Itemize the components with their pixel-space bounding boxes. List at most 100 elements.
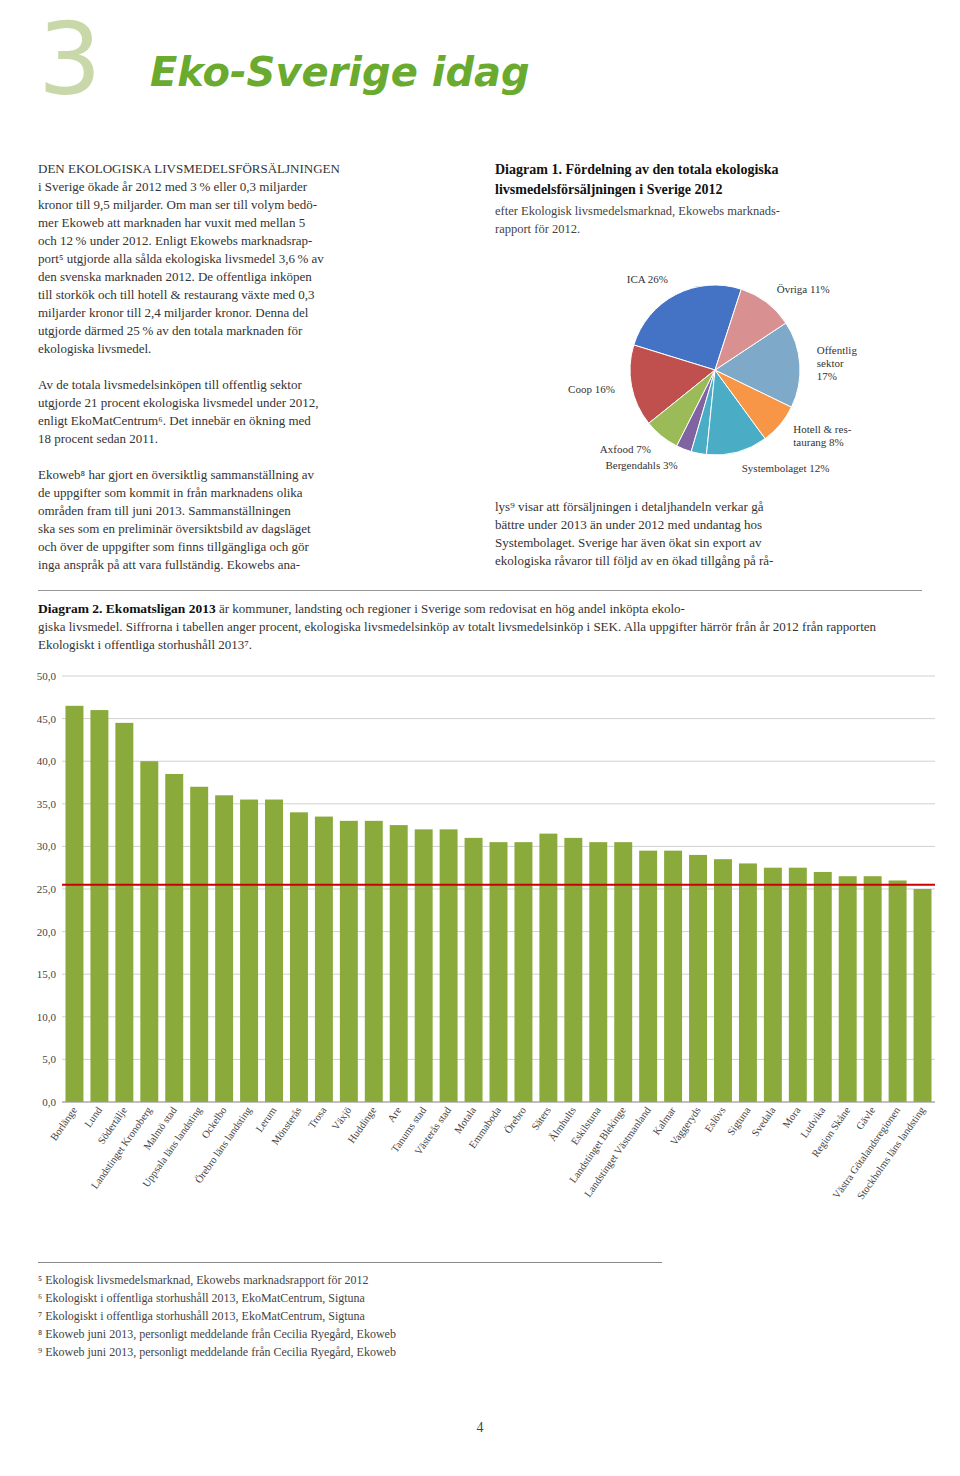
bars	[62, 706, 935, 1102]
right-text: lys⁹ visar att försäljningen i detaljhan…	[495, 498, 935, 570]
pie-label: Offentligsektor17%	[817, 344, 858, 382]
bar-header: Diagram 2. Ekomatsligan 2013 är kommuner…	[38, 600, 922, 654]
pie-label: Hotell & res-taurang 8%	[793, 423, 851, 448]
x-tick-label: Örebro	[502, 1105, 528, 1136]
text-line: ekologiska livsmedel.	[38, 340, 468, 358]
footnote: ⁸ Ekoweb juni 2013, personligt meddeland…	[38, 1325, 662, 1343]
text-line: Ekoweb⁸ har gjort en översiktlig sammans…	[38, 466, 468, 484]
pie-label: Axfood 7%	[600, 443, 651, 455]
bar	[490, 842, 508, 1102]
bar	[65, 706, 83, 1102]
bar	[190, 787, 208, 1102]
pie-label-line: taurang 8%	[793, 436, 843, 448]
bar	[140, 761, 158, 1102]
bar	[415, 829, 433, 1102]
grid-line	[62, 676, 935, 677]
page-title: Eko-Sverige idag	[150, 48, 530, 96]
pie-header: Diagram 1. Fördelning av den totala ekol…	[495, 160, 935, 238]
x-tick-label: Landstinget Västmanland	[582, 1104, 653, 1199]
paragraph: Av de totala livsmedelsinköpen till offe…	[38, 376, 468, 448]
text-line: och över de uppgifter som finns tillgäng…	[38, 538, 468, 556]
separator	[38, 590, 922, 591]
bar	[240, 800, 258, 1102]
wedges	[630, 285, 800, 455]
text-line: enligt EkoMatCentrum⁶. Det innebär en ök…	[38, 412, 468, 430]
pie-label-line: Coop 16%	[568, 383, 615, 395]
footnote: ⁶ Ekologiskt i offentliga storhushåll 20…	[38, 1289, 662, 1307]
x-tick-label: Mönsterås	[269, 1105, 303, 1147]
grid-line	[62, 718, 935, 719]
text-line: den svenska marknaden 2012. De offentlig…	[38, 268, 468, 286]
bar	[614, 842, 632, 1102]
x-tick-label: Borlänge	[48, 1105, 79, 1143]
x-tick-label: Örebro läns landsting	[193, 1104, 254, 1185]
text-line: inga anspråk på att vara fullständig. Ek…	[38, 556, 468, 574]
x-tick-label: Säters	[529, 1105, 553, 1132]
bar	[90, 710, 108, 1102]
pie-label-line: 17%	[817, 370, 837, 382]
text-line: bättre under 2013 än under 2012 med unda…	[495, 516, 935, 534]
bar	[215, 795, 233, 1102]
paragraph: Ekoweb⁸ har gjort en översiktlig sammans…	[38, 466, 468, 574]
text-line: Av de totala livsmedelsinköpen till offe…	[38, 376, 468, 394]
y-tick-label: 30,0	[37, 840, 57, 852]
bar	[465, 838, 483, 1102]
footnotes: ⁵ Ekologisk livsmedelsmarknad, Ekowebs m…	[38, 1262, 662, 1361]
x-tick-label: Växjö	[330, 1105, 354, 1132]
y-tick-label: 20,0	[37, 926, 57, 938]
bar	[814, 872, 832, 1102]
text-line: utgjorde 21 procent ekologiska livsmedel…	[38, 394, 468, 412]
y-tick-label: 45,0	[37, 713, 57, 725]
text-line: Systembolaget. Sverige har även ökat sin…	[495, 534, 935, 552]
bar	[390, 825, 408, 1102]
x-tick-label: Västerås stad	[412, 1104, 453, 1157]
grid-line	[62, 761, 935, 762]
text-line: port⁵ utgjorde alla sålda ekologiska liv…	[38, 250, 468, 268]
x-tick-label: Motala	[452, 1105, 478, 1136]
text-line: DEN EKOLOGISKA LIVSMEDELSFÖRSÄLJNINGEN	[38, 160, 468, 178]
chart-subtitle: efter Ekologisk livsmedelsmarknad, Ekowe…	[495, 203, 935, 238]
x-tick-label: Stockholms läns landsting	[855, 1104, 928, 1201]
x-tick-label: Vaggeryds	[668, 1105, 702, 1148]
bar	[115, 723, 133, 1102]
y-tick-label: 50,0	[37, 670, 57, 682]
bar	[290, 812, 308, 1102]
bar-chart: 0,05,010,015,020,025,030,035,040,045,050…	[0, 662, 960, 1252]
text-line: i Sverige ökade år 2012 med 3 % eller 0,…	[38, 178, 468, 196]
text-line: kronor till 9,5 miljarder. Om man ser ti…	[38, 196, 468, 214]
text-line: områden fram till juni 2013. Sammanställ…	[38, 502, 468, 520]
x-tick-label: Huddinge	[346, 1105, 379, 1146]
pie-label: ICA 26%	[627, 273, 668, 285]
pie-label-line: Övriga 11%	[777, 283, 830, 295]
text-line: miljarder kronor till 2,4 miljarder kron…	[38, 304, 468, 322]
bar	[440, 829, 458, 1102]
text-line: ekologiska råvaror till följd av en ökad…	[495, 552, 935, 570]
bar	[365, 821, 383, 1102]
y-tick-label: 40,0	[37, 755, 57, 767]
bar	[889, 880, 907, 1102]
spacer	[216, 601, 219, 616]
pie-label: Bergendahls 3%	[605, 459, 677, 471]
pie-label-line: ICA 26%	[627, 273, 668, 285]
y-tick-label: 0,0	[42, 1096, 56, 1108]
pie-label: Systembolaget 12%	[742, 462, 830, 474]
bar	[514, 842, 532, 1102]
x-tick-label: Trosa	[306, 1105, 329, 1131]
footnote: ⁹ Ekoweb juni 2013, personligt meddeland…	[38, 1343, 662, 1361]
pie-label-line: Hotell & res-	[793, 423, 851, 435]
page-header-number: 3	[38, 0, 102, 120]
x-tick-label: Lund	[82, 1104, 104, 1129]
x-axis: BorlängeLundSödertäljeLandstinget Kronob…	[48, 1104, 928, 1201]
bar	[864, 876, 882, 1102]
text-line: mer Ekoweb att marknaden har vuxit med m…	[38, 214, 468, 232]
footnote: ⁷ Ekologiskt i offentliga storhushåll 20…	[38, 1307, 662, 1325]
text-line: ska ses som en preliminär översiktsbild …	[38, 520, 468, 538]
y-tick-label: 35,0	[37, 798, 57, 810]
page-number: 4	[0, 1420, 960, 1436]
x-tick-label: Mora	[780, 1105, 802, 1130]
y-tick-label: 10,0	[37, 1011, 57, 1023]
y-axis: 0,05,010,015,020,025,030,035,040,045,050…	[37, 670, 57, 1108]
bar	[539, 834, 557, 1102]
footnote: ⁵ Ekologisk livsmedelsmarknad, Ekowebs m…	[38, 1271, 662, 1289]
text-line: och 12 % under 2012. Enligt Ekowebs mark…	[38, 232, 468, 250]
